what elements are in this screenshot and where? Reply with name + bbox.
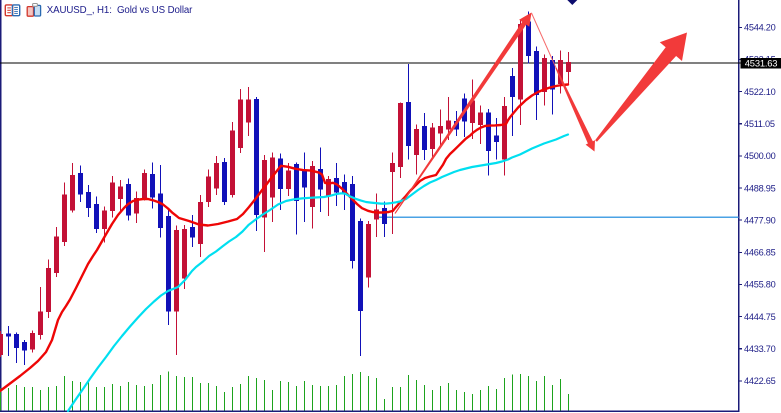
svg-text:4466.85: 4466.85 — [744, 248, 776, 258]
svg-text:4531.63: 4531.63 — [745, 58, 778, 69]
svg-text:XAUUSD_, H1: Gold vs US Dolla: XAUUSD_, H1: Gold vs US Dollar — [47, 5, 193, 16]
svg-text:4455.80: 4455.80 — [744, 280, 776, 290]
svg-text:4544.20: 4544.20 — [744, 23, 776, 33]
svg-text:4500.00: 4500.00 — [744, 151, 776, 161]
svg-text:4511.05: 4511.05 — [744, 119, 775, 129]
svg-text:4433.70: 4433.70 — [744, 344, 776, 354]
svg-text:4488.95: 4488.95 — [744, 183, 776, 193]
svg-text:4477.90: 4477.90 — [744, 215, 776, 225]
svg-text:4422.65: 4422.65 — [744, 376, 776, 386]
svg-text:4522.10: 4522.10 — [744, 87, 776, 97]
svg-text:4444.75: 4444.75 — [744, 312, 776, 322]
